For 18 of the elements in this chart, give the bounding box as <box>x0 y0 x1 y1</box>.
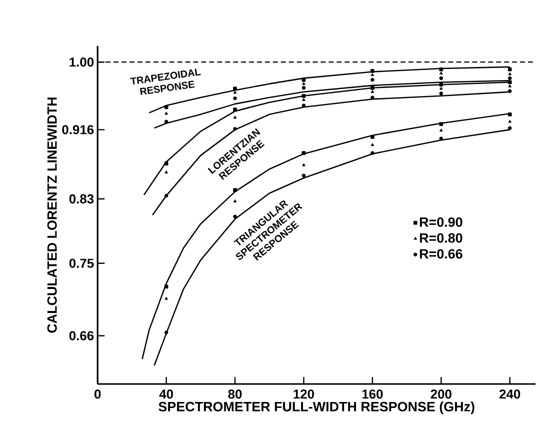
legend-label: R=0.66 <box>420 249 462 259</box>
annotation: TRAPEZOIDAL RESPONSE <box>130 68 201 95</box>
x-tick-label: 120 <box>294 390 314 399</box>
x-tick-label: 240 <box>499 390 520 399</box>
y-tick-label: 1.00 <box>70 58 94 67</box>
y-axis-title: CALCULATED LORENTZ LINEWIDTH <box>47 98 57 333</box>
legend-label: R=0.90 <box>420 217 462 227</box>
legend-label: R=0.80 <box>420 233 462 243</box>
x-tick-label: 80 <box>228 390 242 399</box>
x-tick-label: 200 <box>430 390 452 399</box>
x-tick-label: 0 <box>94 390 101 399</box>
x-axis-title: SPECTROMETER FULL-WIDTH RESPONSE (GHz) <box>158 402 474 414</box>
y-tick-label: 0.916 <box>62 125 94 134</box>
x-tick-label: 160 <box>362 390 383 399</box>
y-tick-label: 0.75 <box>69 258 94 268</box>
y-tick-label: 0.83 <box>69 194 94 204</box>
x-tick-label: 40 <box>159 390 173 399</box>
y-tick-label: 0.66 <box>69 331 94 340</box>
